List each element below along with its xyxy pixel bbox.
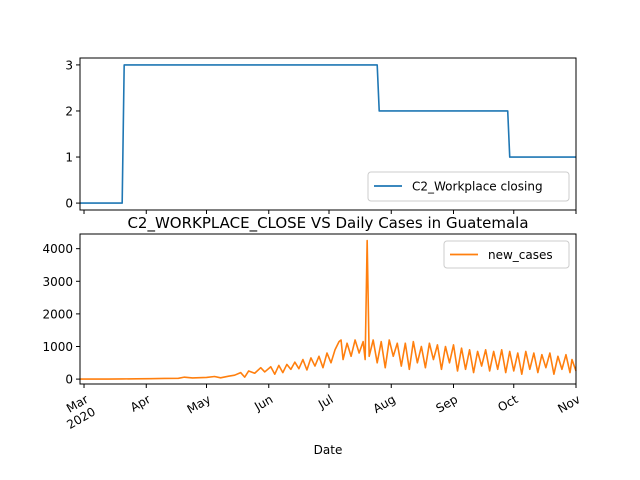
bottom-plot-frame: [79, 233, 577, 385]
top-y-tick-label: 1: [65, 151, 73, 165]
new-cases-line: [79, 239, 577, 380]
bottom-legend-box: [443, 240, 570, 269]
bottom-y-axis: 0 1000 2000 3000 4000: [42, 242, 80, 387]
workplace-closing-plot: 0 1 2 3 C2_Workplace closing: [65, 57, 577, 214]
new-cases-series-group: [79, 239, 577, 380]
workplace-closing-legend-label: C2_Workplace closing: [412, 180, 543, 194]
top-y-tick-label: 2: [65, 104, 73, 118]
bottom-y-tick-label: 4000: [42, 242, 73, 256]
top-y-tick-label: 0: [65, 197, 73, 211]
new-cases-legend-label: new_cases: [488, 248, 553, 262]
workplace-closing-line: [80, 64, 576, 204]
top-legend-box: [367, 171, 570, 202]
bottom-y-tick-label: 3000: [42, 275, 73, 289]
bottom-y-tick-label: 1000: [42, 340, 73, 354]
x-axis-label: Date: [314, 443, 343, 457]
bottom-x-tick-label: Jul: [315, 392, 335, 412]
top-y-axis: 0 1 2 3: [65, 58, 80, 211]
bottom-legend: new_cases: [443, 240, 570, 269]
top-y-tick-label: 3: [65, 58, 73, 72]
top-legend: C2_Workplace closing: [367, 171, 570, 202]
workplace-closing-series-group: [80, 64, 576, 204]
chart-title: C2_WORKPLACE_CLOSE VS Daily Cases in Gua…: [127, 214, 528, 233]
top-plot-frame: [79, 57, 577, 211]
bottom-y-tick-label: 0: [65, 373, 73, 387]
bottom-y-tick-label: 2000: [42, 307, 73, 321]
top-x-axis-ticks: [83, 210, 577, 214]
